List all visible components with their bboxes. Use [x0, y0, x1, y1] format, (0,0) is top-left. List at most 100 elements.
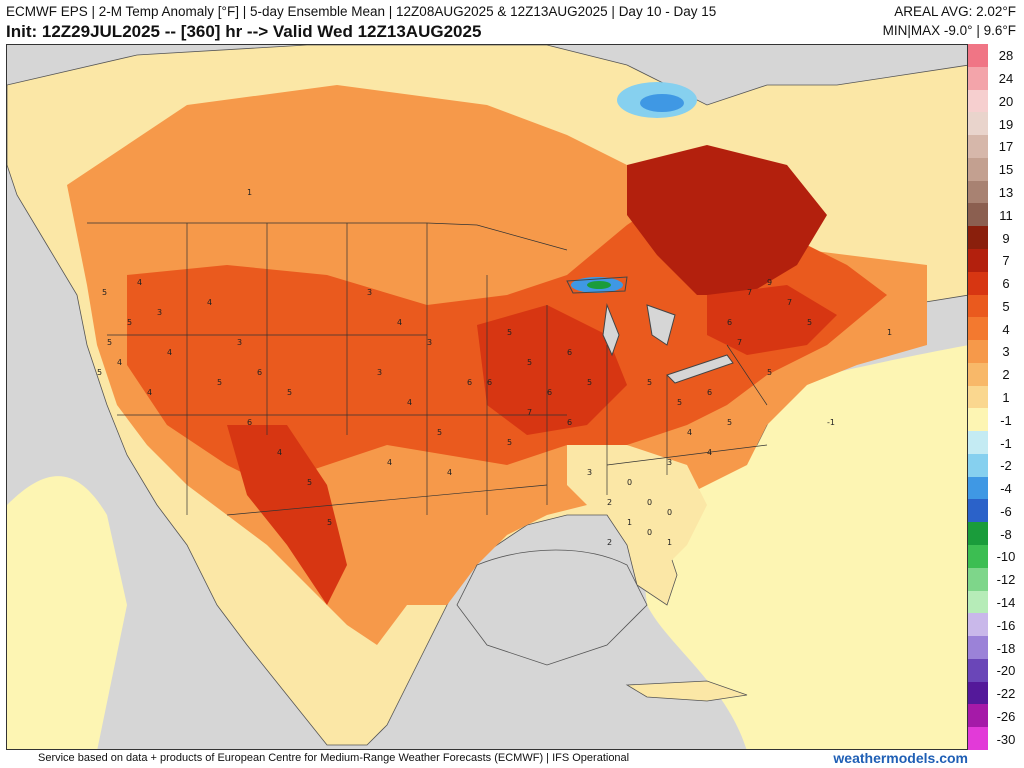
legend-label: 6 [1002, 276, 1010, 292]
legend-swatch [968, 476, 988, 500]
legend-label: 15 [998, 162, 1014, 178]
contour-value-label: 4 [707, 448, 712, 457]
legend-swatch [968, 545, 988, 569]
contour-value-label: 4 [167, 348, 172, 357]
legend-swatch [968, 567, 988, 592]
lake-superior [566, 276, 628, 294]
legend-swatch [968, 44, 988, 68]
legend-label: 9 [1002, 230, 1010, 246]
legend-swatch [968, 89, 988, 113]
legend-swatch [968, 658, 988, 683]
lake-erie [666, 354, 734, 384]
legend-label: -2 [1000, 458, 1012, 474]
legend-swatch [968, 294, 988, 318]
legend-label: 3 [1002, 344, 1010, 360]
contour-value-label: 6 [247, 418, 252, 427]
legend-label: -10 [996, 549, 1016, 565]
legend-swatch [968, 385, 988, 409]
contour-labels-east: 5 5 6 7 5 4 3 4 5 [647, 338, 772, 467]
contour-value-label: 5 [102, 288, 107, 297]
warm-anomaly-southwest [227, 425, 347, 605]
legend-swatch [968, 317, 988, 341]
contour-value-label: 5 [97, 368, 102, 377]
contour-value-label: 6 [567, 418, 572, 427]
contour-value-label: 2 [607, 498, 612, 507]
legend-swatch [968, 180, 988, 204]
contour-value-label: 5 [767, 368, 772, 377]
legend-label: 1 [1002, 390, 1010, 405]
contour-value-label: 1 [667, 538, 672, 547]
legend-label: 5 [1002, 298, 1010, 314]
legend-label: -16 [996, 617, 1016, 633]
legend-swatch [968, 727, 988, 751]
political-boundaries [87, 222, 768, 516]
legend-label: -22 [996, 686, 1016, 702]
contour-labels-west: 5 5 4 4 5 3 4 4 5 [97, 278, 172, 397]
legend-label: 7 [1002, 253, 1010, 269]
contour-value-label: 6 [467, 378, 472, 387]
legend-label: -18 [996, 640, 1016, 656]
contour-value-label: 1 [627, 518, 632, 527]
legend-swatch [968, 203, 988, 227]
contour-value-label: 5 [587, 378, 592, 387]
contour-value-label: 2 [607, 538, 612, 547]
legend-swatch [968, 248, 988, 273]
contour-value-label: 6 [257, 368, 262, 377]
contour-value-label: 1 [247, 188, 252, 197]
legend-label: 4 [1002, 321, 1010, 337]
contour-value-label: 1 [887, 328, 892, 337]
lake-michigan [602, 303, 620, 357]
lake-superior-coldest [587, 281, 611, 289]
legend-label: -1 [1000, 412, 1012, 428]
legend-label: 13 [998, 185, 1014, 201]
legend-swatch [968, 408, 988, 432]
contour-value-label: 0 [627, 478, 632, 487]
contour-value-label: 3 [667, 458, 672, 467]
contour-value-label: 5 [327, 518, 332, 527]
contour-value-label: 4 [687, 428, 692, 437]
legend-label: 11 [999, 207, 1013, 223]
legend-label: 19 [998, 116, 1014, 132]
legend-swatch [968, 453, 988, 478]
legend-swatch [968, 340, 988, 364]
legend-swatch [968, 66, 988, 91]
hudson-bay-cooler [640, 94, 684, 112]
contour-value-label: -1 [827, 418, 835, 427]
contour-value-label: 5 [107, 338, 112, 347]
legend-label: 20 [998, 93, 1014, 109]
legend-swatch [968, 112, 988, 136]
contour-labels-canada: 7 9 7 6 5 1 1 -1 [247, 188, 892, 427]
contour-value-label: 7 [747, 288, 752, 297]
color-legend: 28 24 20 19 17 15 13 11 9 7 6 5 4 3 2 1 -1 -1 -2 -4 -6 -8 -10 -… [968, 44, 1024, 751]
legend-label: 24 [998, 71, 1014, 87]
contour-value-label: 9 [767, 278, 772, 287]
legend-label: 2 [1002, 367, 1010, 383]
legend-label: -20 [996, 663, 1016, 679]
contour-value-label: 4 [147, 388, 152, 397]
contour-labels-rockies: 4 3 6 5 5 6 4 5 5 [207, 298, 332, 527]
contour-value-label: 5 [647, 378, 652, 387]
contour-value-label: 7 [527, 408, 532, 417]
contour-value-label: 5 [527, 358, 532, 367]
legend-swatch [968, 636, 988, 660]
contour-value-label: 4 [117, 358, 122, 367]
data-credit: Service based on data + products of Euro… [38, 752, 630, 764]
contour-value-label: 4 [387, 458, 392, 467]
legend-swatch [968, 704, 988, 728]
contour-value-label: 3 [587, 468, 592, 477]
legend-swatch [968, 590, 988, 614]
contour-value-label: 4 [407, 398, 412, 407]
legend-swatch [968, 522, 988, 546]
gulf-of-mexico [456, 549, 648, 666]
site-link[interactable]: weathermodels.com [833, 750, 968, 766]
legend-swatch [968, 135, 988, 159]
legend-label: -12 [996, 572, 1016, 588]
contour-value-label: 5 [287, 388, 292, 397]
contour-labels-plains: 3 4 3 3 4 5 6 4 4 [367, 288, 472, 477]
areal-average: AREAL AVG: 2.02°F [894, 4, 1016, 19]
legend-swatch [968, 271, 988, 295]
legend-label: -14 [996, 594, 1016, 610]
init-valid-line: Init: 12Z29JUL2025 -- [360] hr --> Valid… [6, 22, 482, 41]
contour-value-label: 5 [127, 318, 132, 327]
